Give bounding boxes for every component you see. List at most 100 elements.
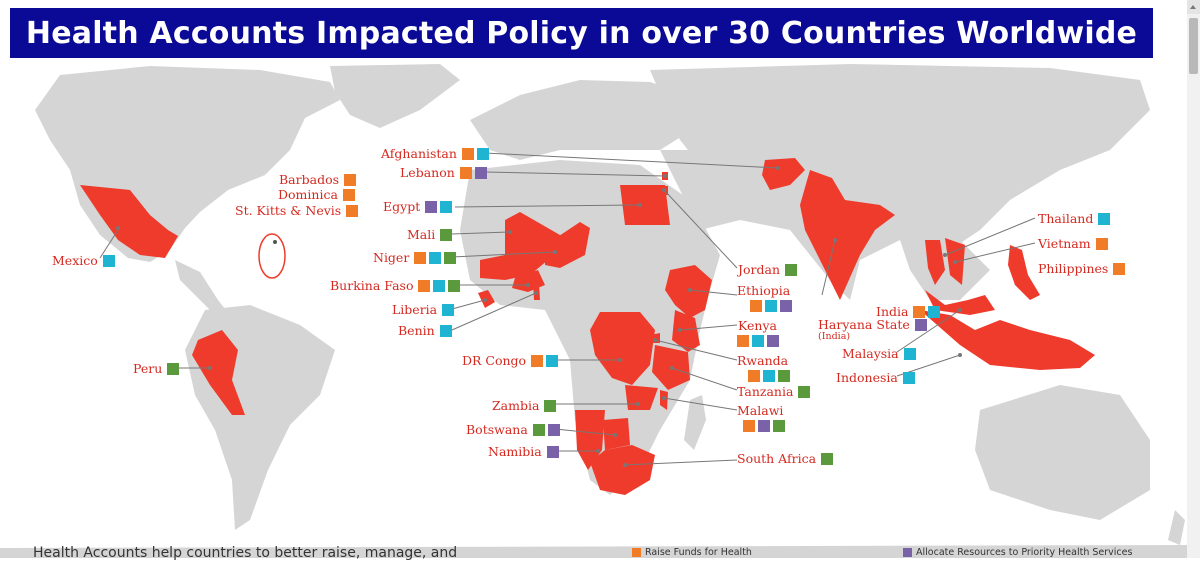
square-raise — [531, 354, 544, 367]
land-greenland — [330, 64, 460, 128]
square-manage — [429, 251, 442, 264]
country-name: Dominica — [278, 187, 338, 202]
country-name: Kenya — [738, 318, 777, 333]
label-namibia: Namibia — [488, 444, 559, 459]
square-allocate — [547, 423, 560, 436]
land-australia — [975, 385, 1150, 520]
square-manage — [440, 200, 453, 213]
title-bar: Health Accounts Impacted Policy in over … — [10, 8, 1153, 58]
legend-allocate-label: Allocate Resources to Priority Health Se… — [916, 547, 1133, 558]
legend-raise-swatch — [632, 548, 641, 557]
square-manage — [546, 354, 559, 367]
square-manage — [476, 147, 489, 160]
country-niger — [545, 222, 590, 268]
square-manage — [439, 324, 452, 337]
square-allocate — [474, 166, 487, 179]
category-squares — [440, 228, 453, 241]
square-allocate_alt — [773, 420, 786, 432]
label-burkina-faso: Burkina Faso — [330, 278, 461, 293]
square-allocate_alt — [440, 228, 453, 241]
vertical-scrollbar[interactable] — [1187, 0, 1200, 558]
label-malawi: Malawi — [737, 403, 786, 432]
label-egypt: Egypt — [383, 199, 453, 214]
legend-raise-label: Raise Funds for Health — [645, 547, 752, 558]
country-malaysia — [925, 290, 995, 315]
country-name: Ethiopia — [737, 283, 791, 298]
category-squares — [425, 200, 453, 213]
country-name: South Africa — [737, 451, 817, 466]
country-name: Thailand — [1038, 211, 1094, 226]
country-name: Mali — [407, 227, 436, 242]
square-raise — [750, 300, 763, 312]
scroll-thumb[interactable] — [1189, 18, 1198, 74]
label-botswana: Botswana — [466, 422, 560, 437]
country-name: Mexico — [52, 253, 98, 268]
label-kenya: Kenya — [737, 318, 779, 347]
page-title: Health Accounts Impacted Policy in over … — [25, 15, 1138, 51]
category-squares — [546, 445, 559, 458]
caribbean-circle — [258, 233, 286, 279]
label-st-kitts-nevis: St. Kitts & Nevis — [235, 203, 359, 218]
square-allocate — [780, 300, 793, 312]
category-squares — [544, 399, 557, 412]
category-squares — [167, 362, 180, 375]
label-dr-congo: DR Congo — [462, 353, 559, 368]
label-lebanon: Lebanon — [400, 165, 487, 180]
country-name: Vietnam — [1038, 236, 1091, 251]
square-allocate — [546, 445, 559, 458]
land-antarctica — [0, 545, 1187, 558]
category-squares — [798, 385, 811, 398]
square-raise — [346, 204, 359, 217]
square-raise — [344, 173, 357, 186]
scroll-up-arrow-icon[interactable] — [1187, 0, 1200, 14]
title-banner: Health Accounts Impacted Policy in over … — [0, 0, 1157, 62]
land-masses — [0, 64, 1187, 558]
category-squares — [1095, 237, 1108, 250]
category-squares — [459, 166, 487, 179]
label-thailand: Thailand — [1038, 211, 1111, 226]
square-raise — [461, 147, 474, 160]
country-name: Malaysia — [842, 346, 899, 361]
square-allocate — [425, 200, 438, 213]
legend-raise: Raise Funds for Health — [632, 547, 752, 558]
category-squares — [531, 354, 559, 367]
label-haryana-state: Haryana State — [818, 317, 927, 332]
label-indonesia: Indonesia — [836, 370, 915, 385]
label-afghanistan: Afghanistan — [381, 146, 489, 161]
square-raise — [459, 166, 472, 179]
label-rwanda: Rwanda — [737, 353, 791, 382]
square-manage — [765, 300, 778, 312]
label-jordan: Jordan — [738, 262, 798, 277]
country-name: Peru — [133, 361, 163, 376]
land-north-america — [35, 66, 340, 262]
country-name: Indonesia — [836, 370, 898, 385]
square-raise — [737, 335, 749, 347]
category-squares — [821, 452, 834, 465]
land-madagascar — [684, 395, 706, 450]
square-allocate_alt — [798, 385, 811, 398]
country-dr-congo — [590, 312, 655, 385]
label-philippines: Philippines — [1038, 261, 1126, 276]
country-name: Lebanon — [400, 165, 455, 180]
country-india — [800, 170, 895, 300]
square-raise — [748, 370, 761, 382]
category-squares — [532, 423, 560, 436]
category-squares — [743, 420, 786, 432]
category-squares — [903, 347, 916, 360]
square-raise — [1113, 262, 1126, 275]
square-allocate_alt — [544, 399, 557, 412]
square-manage — [433, 279, 446, 292]
caribbean-dot — [273, 240, 277, 244]
country-name: St. Kitts & Nevis — [235, 203, 342, 218]
leader-lines — [99, 152, 1036, 466]
category-squares — [342, 188, 355, 201]
country-name: Afghanistan — [381, 146, 457, 161]
category-squares — [785, 263, 798, 276]
land-new-zealand — [1168, 510, 1185, 545]
square-allocate_alt — [785, 263, 798, 276]
legend-allocate: Allocate Resources to Priority Health Se… — [903, 547, 1132, 558]
country-dots — [116, 166, 962, 467]
label-barbados: Barbados — [279, 172, 357, 187]
label-niger: Niger — [373, 250, 457, 265]
category-squares — [913, 305, 941, 318]
